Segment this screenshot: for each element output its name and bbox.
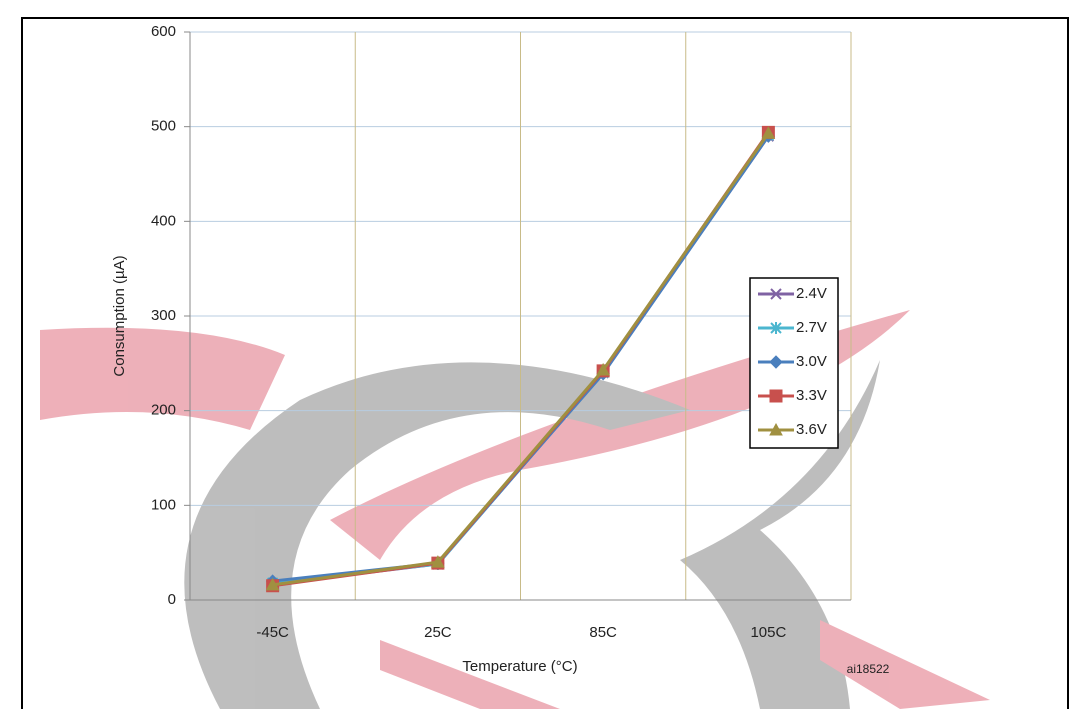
marker bbox=[769, 422, 783, 436]
y-axis-label: Consumption (µA) bbox=[111, 255, 128, 376]
x-tick-label: 105C bbox=[750, 624, 786, 641]
legend-label: 3.6V bbox=[796, 421, 827, 438]
x-axis-label: Temperature (°C) bbox=[462, 658, 577, 675]
marker bbox=[265, 577, 280, 591]
marker bbox=[596, 362, 610, 376]
legend-label: 2.4V bbox=[796, 285, 827, 302]
legend: 2.4V 2.7V 3.0V 3.3V 3.6V bbox=[749, 277, 839, 449]
marker bbox=[769, 389, 783, 403]
y-tick-label: 100 bbox=[151, 496, 176, 513]
marker bbox=[761, 126, 776, 139]
legend-label: 2.7V bbox=[796, 319, 827, 336]
y-tick-label: 600 bbox=[151, 23, 176, 40]
legend-label: 3.0V bbox=[796, 353, 827, 370]
x-tick-label: -45C bbox=[256, 624, 289, 641]
y-tick-label: 0 bbox=[168, 591, 176, 608]
marker bbox=[770, 322, 782, 334]
y-tick-label: 200 bbox=[151, 402, 176, 419]
series-line bbox=[272, 132, 770, 587]
marker bbox=[769, 355, 783, 369]
y-tick-label: 300 bbox=[151, 307, 176, 324]
y-tick-label: 400 bbox=[151, 212, 176, 229]
legend-label: 3.3V bbox=[796, 387, 827, 404]
figure-id: ai18522 bbox=[847, 662, 890, 676]
x-tick-label: 25C bbox=[424, 624, 452, 641]
marker bbox=[770, 288, 782, 300]
marker bbox=[431, 555, 445, 568]
y-tick-label: 500 bbox=[151, 118, 176, 135]
x-tick-label: 85C bbox=[589, 624, 617, 641]
